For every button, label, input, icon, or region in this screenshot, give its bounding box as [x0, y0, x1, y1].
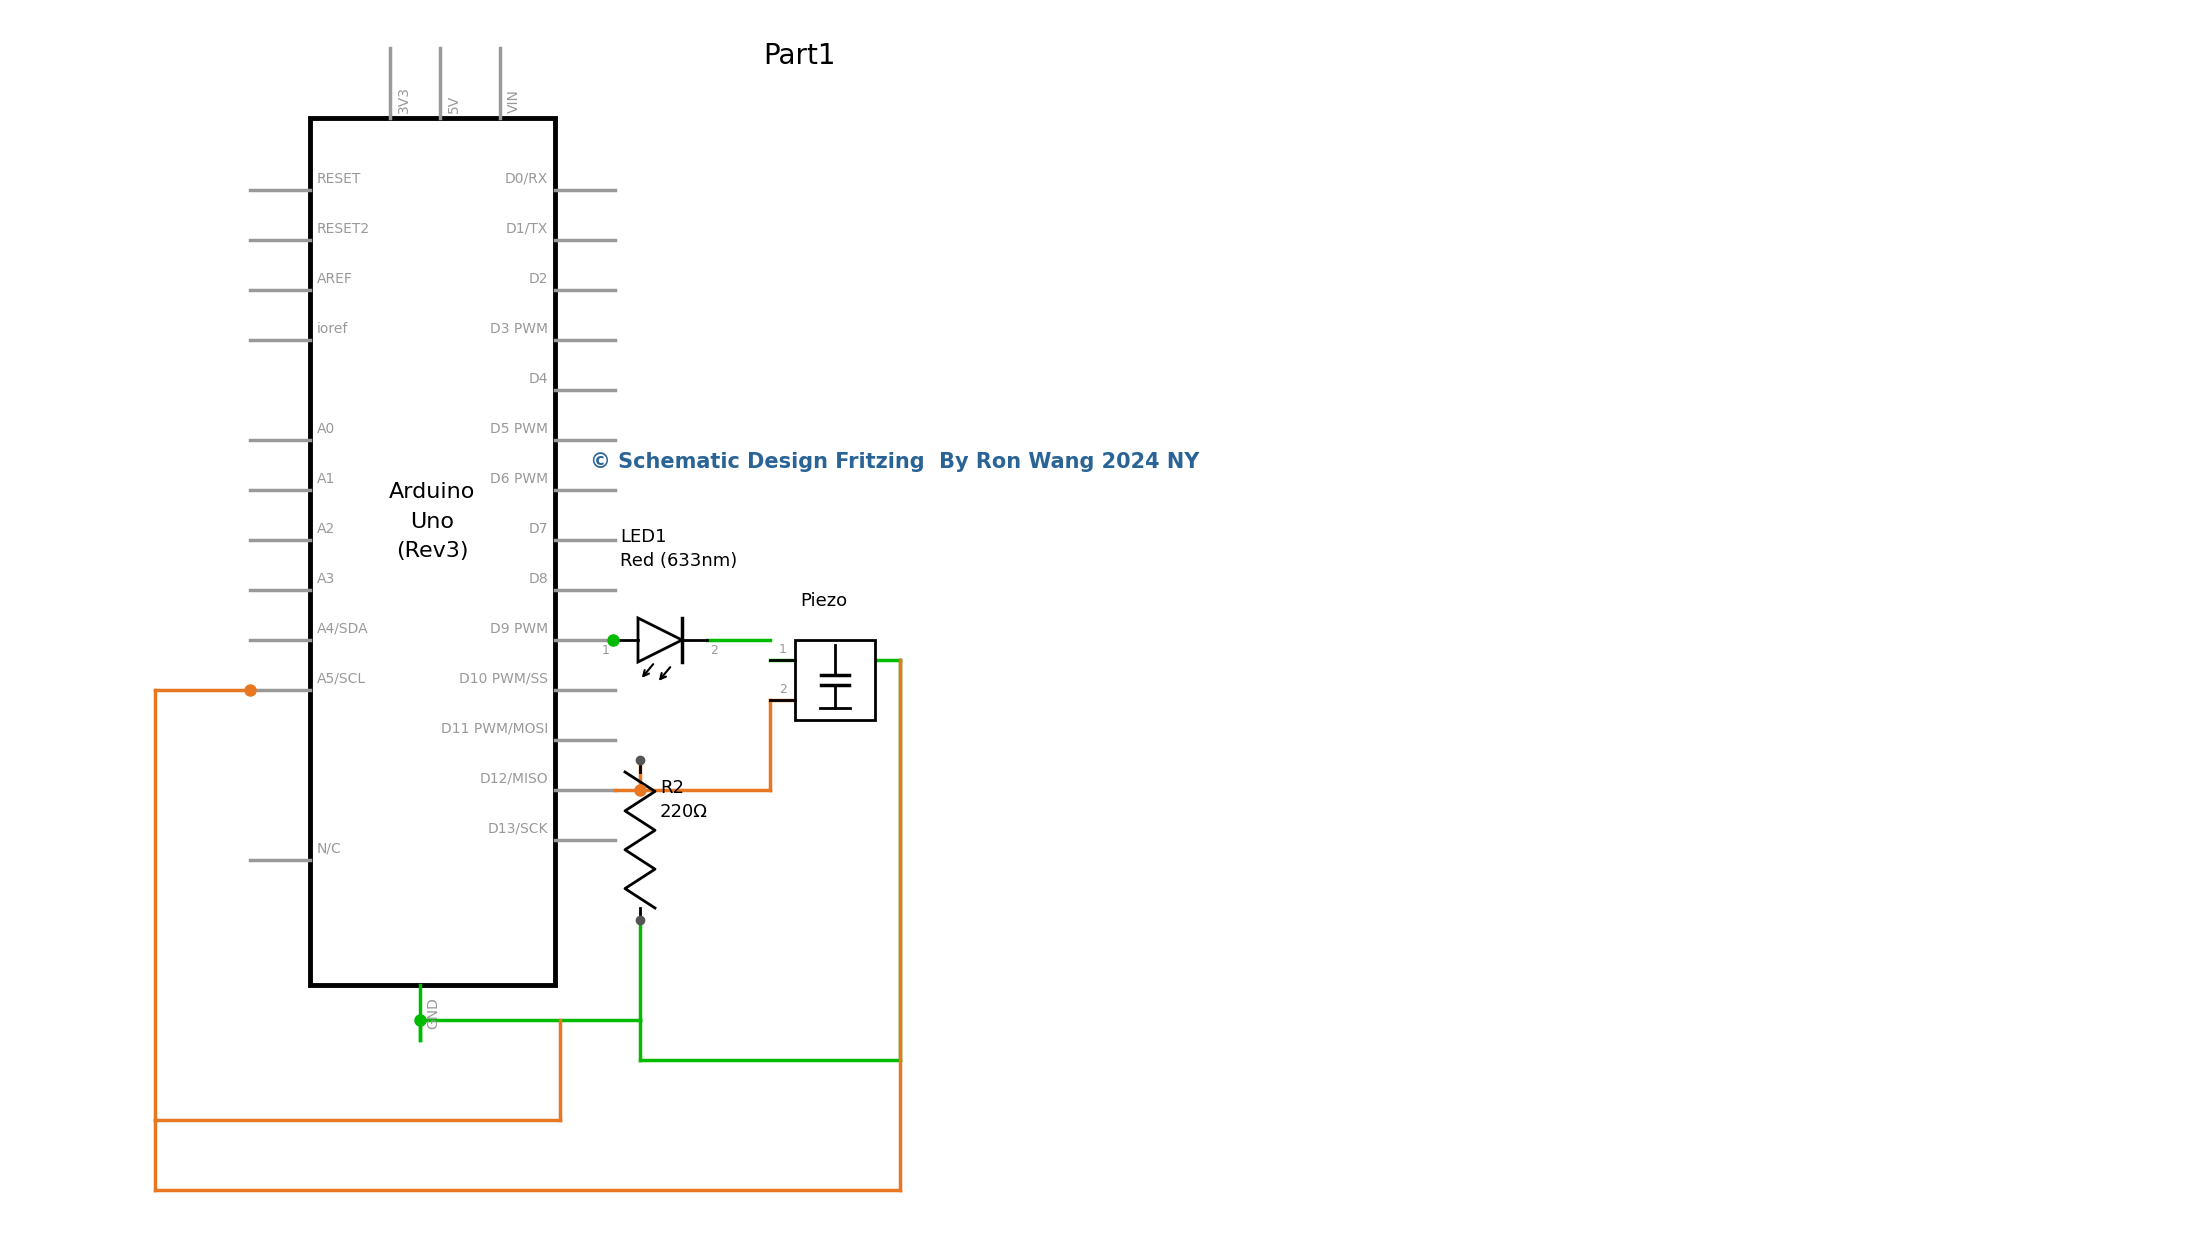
Text: D10 PWM/SS: D10 PWM/SS	[458, 672, 549, 687]
Text: A0: A0	[317, 422, 335, 436]
Text: D4: D4	[529, 373, 549, 386]
Bar	[796, 640, 875, 720]
Text: A4/SDA: A4/SDA	[317, 622, 368, 635]
Text: RESET2: RESET2	[317, 222, 370, 235]
Text: A5/SCL: A5/SCL	[317, 672, 366, 687]
Text: D7: D7	[529, 522, 549, 536]
Text: D5 PWM: D5 PWM	[489, 422, 549, 436]
Text: D3 PWM: D3 PWM	[489, 321, 549, 336]
Text: D2: D2	[529, 272, 549, 287]
Text: R2
220Ω: R2 220Ω	[659, 779, 707, 821]
Text: D8: D8	[529, 572, 549, 586]
Text: 2: 2	[780, 683, 787, 697]
Text: Part1: Part1	[765, 42, 835, 70]
Text: 1: 1	[780, 643, 787, 655]
Text: ioref: ioref	[317, 321, 348, 336]
Text: LED1
Red (633nm): LED1 Red (633nm)	[619, 528, 738, 569]
Text: A3: A3	[317, 572, 335, 586]
Text: 2: 2	[710, 643, 719, 657]
Text: D0/RX: D0/RX	[505, 172, 549, 186]
Text: © Schematic Design Fritzing  By Ron Wang 2024 NY: © Schematic Design Fritzing By Ron Wang …	[591, 452, 1199, 472]
Text: D6 PWM: D6 PWM	[489, 472, 549, 486]
Text: D1/TX: D1/TX	[505, 222, 549, 235]
Text: GND: GND	[425, 997, 441, 1029]
Text: D11 PWM/MOSI: D11 PWM/MOSI	[441, 721, 549, 736]
Text: RESET: RESET	[317, 172, 361, 186]
Text: A2: A2	[317, 522, 335, 536]
Text: AREF: AREF	[317, 272, 353, 287]
Polygon shape	[637, 618, 681, 662]
Text: A1: A1	[317, 472, 335, 486]
Text: D13/SCK: D13/SCK	[487, 822, 549, 836]
Text: 5V: 5V	[447, 95, 461, 113]
Text: Arduino
Uno
(Rev3): Arduino Uno (Rev3)	[390, 482, 476, 561]
Text: N/C: N/C	[317, 842, 342, 856]
Text: D9 PWM: D9 PWM	[489, 622, 549, 635]
Bar	[311, 118, 555, 986]
Text: Piezo: Piezo	[800, 592, 846, 611]
Text: 1: 1	[602, 643, 611, 657]
Text: VIN: VIN	[507, 90, 520, 113]
Text: D12/MISO: D12/MISO	[480, 773, 549, 786]
Text: 3V3: 3V3	[397, 86, 410, 113]
